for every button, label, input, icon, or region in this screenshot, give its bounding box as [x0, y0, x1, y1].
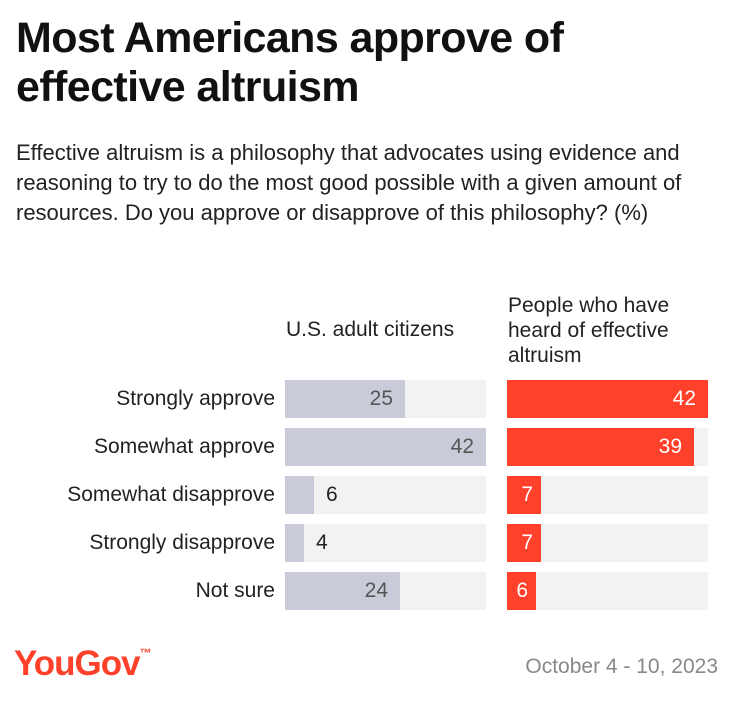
bar-value-label: 25 [369, 387, 393, 410]
column-header-us-adults: U.S. adult citizens [286, 318, 455, 341]
bar-value-label: 24 [364, 579, 388, 602]
bar-track-heard: 7 [507, 476, 708, 514]
bar-track-heard: 39 [507, 428, 708, 466]
bar-us [285, 572, 400, 610]
bar-us [285, 380, 405, 418]
bar-track-us: 24 [285, 572, 486, 610]
category-label: Strongly approve [116, 387, 275, 410]
bar-value-label: 6 [326, 483, 338, 506]
bar-track-us: 6 [285, 476, 486, 514]
bar-value-label: 42 [450, 435, 474, 458]
bar-track-us: 42 [285, 428, 486, 466]
chart-subtitle: Effective altruism is a philosophy that … [16, 140, 682, 225]
bar-us [285, 476, 314, 514]
bar-track-heard: 42 [507, 380, 708, 418]
bar-track-heard: 7 [507, 524, 708, 562]
bar-us [285, 524, 304, 562]
bar-value-label: 7 [521, 531, 533, 554]
bar-value-label: 7 [521, 483, 533, 506]
survey-date: October 4 - 10, 2023 [525, 655, 718, 678]
bar-track-heard: 6 [507, 572, 708, 610]
category-label: Not sure [195, 579, 275, 602]
bar-us [285, 428, 486, 466]
bar-value-label: 39 [658, 435, 682, 458]
bar-heard [507, 380, 708, 418]
bar-track-us: 4 [285, 524, 486, 562]
bar-heard [507, 428, 694, 466]
category-label: Somewhat approve [94, 435, 275, 458]
bar-heard [507, 476, 541, 514]
bar-heard [507, 524, 541, 562]
column-header-heard-of-ea: People who have heard of effective altru… [508, 294, 670, 367]
category-label: Strongly disapprove [89, 531, 275, 554]
yougov-logo: YouGov™ [14, 644, 152, 683]
bar-value-label: 42 [672, 387, 696, 410]
category-label: Somewhat disapprove [67, 483, 275, 506]
bar-value-label: 6 [516, 579, 528, 602]
chart-title: Most Americans approve of effective altr… [16, 14, 564, 111]
bar-track-us: 25 [285, 380, 486, 418]
bar-value-label: 4 [316, 531, 328, 554]
bar-heard [507, 572, 536, 610]
